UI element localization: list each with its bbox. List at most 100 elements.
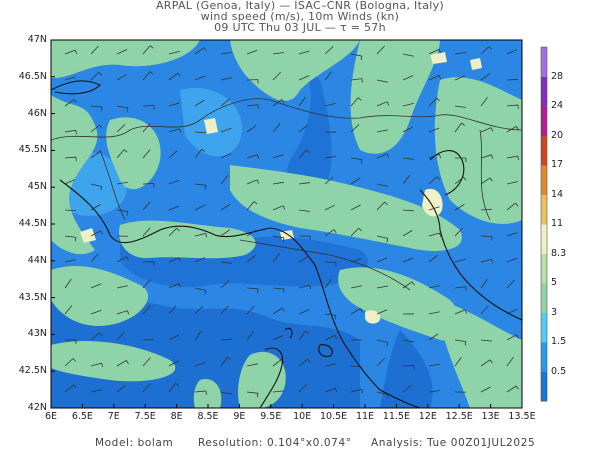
wind-barb-feather [74, 49, 78, 55]
wind-barb [480, 278, 488, 289]
wind-barb [246, 229, 257, 237]
wind-barb [90, 230, 101, 237]
wind-barb-feather [386, 394, 389, 399]
colorbar-segment [541, 283, 547, 313]
wind-barb-feather [491, 259, 494, 264]
wind-barb [324, 71, 333, 81]
wind-barb-feather [201, 148, 206, 152]
wind-barb [64, 358, 74, 367]
wind-barb-feather [464, 309, 468, 314]
wind-barb [454, 339, 466, 343]
lon-label: 6.5E [71, 411, 93, 422]
wind-barb [168, 334, 179, 341]
wind-barb [246, 49, 258, 55]
wind-barb [506, 125, 517, 133]
wind-barb [142, 201, 151, 211]
wind-barb [90, 72, 100, 81]
wind-barb [402, 175, 411, 185]
wind-barb [376, 201, 385, 211]
wind-barb [142, 71, 151, 81]
wind-barb [116, 256, 127, 263]
wind-barb [428, 363, 440, 367]
wind-barb [324, 313, 336, 316]
wind-barb [116, 331, 125, 341]
borders [51, 98, 522, 291]
wind-barb [480, 305, 489, 315]
wind-barb [142, 279, 151, 289]
wind-barb [480, 258, 492, 263]
wind-barb [506, 155, 518, 159]
wind-barb [142, 305, 151, 315]
wind-barb [246, 179, 258, 185]
wind-barb-feather [100, 230, 103, 235]
lat-label: 47N [27, 34, 47, 45]
wind-barb-feather [489, 359, 493, 364]
lon-label: 12E [418, 411, 437, 422]
wind-barb [168, 205, 180, 211]
wind-barb-feather [488, 46, 493, 50]
wind-barb-feather [176, 227, 180, 232]
wind-barb-feather [515, 385, 519, 390]
wind-barb [480, 127, 492, 133]
wind-barb [116, 105, 128, 109]
wind-barb [220, 229, 231, 237]
wind-barb [194, 330, 202, 341]
wind-barb [116, 285, 128, 289]
wind-barb-feather [177, 72, 181, 77]
wind-barb [298, 330, 306, 341]
wind-barb [428, 176, 438, 185]
wind-barb [376, 257, 388, 263]
lat-label: 44N [27, 254, 47, 266]
wind-barb [454, 122, 462, 133]
wind-barb [272, 287, 284, 290]
wind-barb-feather [489, 177, 493, 182]
lon-label: 13E [481, 411, 500, 422]
wind-barb [350, 177, 361, 185]
wind-barb [90, 309, 102, 315]
lon-label: 10E [293, 411, 312, 422]
wind-barb-feather [307, 358, 311, 363]
wind-barb [194, 257, 206, 263]
wind-barb [506, 308, 518, 315]
wind-barb-feather [253, 201, 258, 205]
wind-barb-feather [179, 128, 182, 133]
wind-barb [116, 310, 128, 315]
lat-label: 45N [27, 181, 47, 193]
lat-label: 42.5N [18, 365, 47, 377]
wind-barb [64, 384, 74, 393]
wind-barb [376, 153, 388, 159]
wind-barb-feather [73, 99, 77, 103]
wind-barb [480, 46, 490, 55]
wind-barb [428, 153, 440, 159]
wind-barb-feather [464, 341, 467, 346]
wind-barb [298, 149, 307, 159]
wind-barb-feather [516, 334, 519, 339]
wind-barb [220, 261, 232, 264]
lat-label: 43N [27, 328, 47, 340]
wind-barb [90, 183, 102, 187]
title-line-3: 09 UTC Thu 03 JUL — τ = 57h [214, 21, 386, 34]
wind-barb [298, 358, 308, 367]
wind-barb [90, 124, 100, 133]
wind-barb [246, 125, 257, 133]
colorbar-label: 11 [551, 218, 564, 229]
wind-barb [428, 311, 440, 315]
wind-barb-feather [361, 78, 363, 83]
wind-barb [90, 283, 102, 289]
wind-barb [116, 181, 128, 185]
wind-barb [142, 105, 155, 107]
wind-barb [376, 309, 388, 315]
wind-barb [480, 208, 493, 211]
colorbar-segment [541, 106, 547, 136]
wind-barb [194, 204, 205, 211]
wind-barb-feather [203, 47, 207, 52]
wind-barb [90, 389, 102, 393]
wind-barb [350, 227, 359, 237]
wind-barb-feather [491, 154, 494, 159]
wind-barb-feather [334, 335, 338, 340]
wind-barb [272, 335, 284, 341]
wind-barb [480, 73, 491, 81]
wind-barb [272, 307, 283, 315]
colorbar-label: 8.3 [551, 247, 567, 259]
